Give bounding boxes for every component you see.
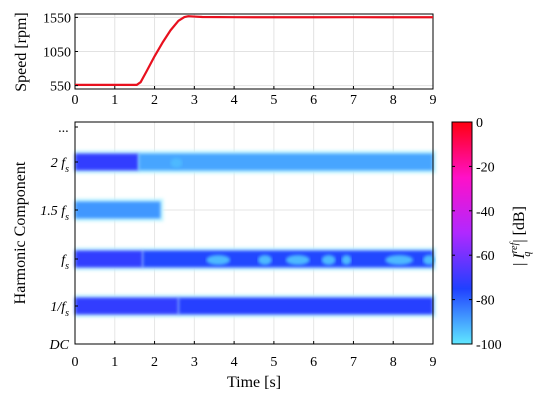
heatmap-y-tick-label: 2 fs xyxy=(51,156,69,175)
speed-gridlines xyxy=(75,14,433,89)
heatmap-band-segment xyxy=(178,297,433,315)
colorbar-ticks: 0 -20 -40 -60 -80 -100 xyxy=(452,116,502,353)
heatmap-patch xyxy=(257,255,272,265)
heatmap-band-segment xyxy=(138,153,433,171)
heatmap-patch xyxy=(321,255,336,265)
speed-x-ticks: 0 1 2 3 4 5 6 7 8 9 xyxy=(72,86,437,108)
speed-x-tick-label: 8 xyxy=(390,93,397,108)
speed-y-label: Speed [rpm] xyxy=(13,12,30,92)
speed-y-tick-label: 550 xyxy=(50,80,71,95)
colorbar-gradient xyxy=(452,122,472,344)
heatmap-patch xyxy=(423,255,435,265)
heatmap-x-label: Time [s] xyxy=(227,374,281,391)
heatmap-band-segment xyxy=(75,297,179,315)
colorbar-label-bar-right: | [dB] xyxy=(511,206,528,243)
heatmap-x-tick-label: 4 xyxy=(231,355,238,370)
heatmap-y-tick-label: ... xyxy=(59,121,70,136)
heatmap-band-segment xyxy=(75,250,143,268)
heatmap-x-tick-label: 2 xyxy=(151,355,158,370)
colorbar-tick-label: -80 xyxy=(476,294,495,309)
heatmap-bands xyxy=(75,150,436,318)
heatmap-x-ticks: 0 1 2 3 4 5 6 7 8 9 xyxy=(72,341,437,370)
heatmap-y-tick-label: 1.5 fs xyxy=(40,204,69,223)
speed-x-tick-label: 0 xyxy=(72,93,79,108)
heatmap-patch xyxy=(170,158,183,168)
heatmap-patch xyxy=(285,255,310,265)
speed-y-tick-label: 1050 xyxy=(43,46,71,61)
speed-x-tick-label: 6 xyxy=(310,93,317,108)
colorbar-tick-label: -20 xyxy=(476,160,495,175)
speed-x-tick-label: 1 xyxy=(111,93,118,108)
colorbar-label-sup: ref xyxy=(509,241,520,253)
heatmap-x-tick-label: 7 xyxy=(350,355,357,370)
heatmap-x-tick-label: 1 xyxy=(111,355,118,370)
speed-x-tick-label: 7 xyxy=(350,93,357,108)
speed-series-line xyxy=(75,15,433,87)
speed-chart: 0 1 2 3 4 5 6 7 8 9 550 1050 1550 Speed [rpm] xyxy=(13,11,437,108)
heatmap-x-tick-label: 3 xyxy=(191,355,198,370)
speed-x-tick-label: 4 xyxy=(231,93,238,108)
harmonic-heatmap: 0 1 2 3 4 5 6 7 8 9 DC 1/fs fs 1.5 fs 2 fs... Time [s… xyxy=(12,121,437,391)
colorbar-frame xyxy=(451,121,473,345)
heatmap-y-tick-label: 1/fs xyxy=(50,300,69,319)
heatmap-x-tick-label: 5 xyxy=(270,355,277,370)
heatmap-patch xyxy=(341,255,352,265)
heatmap-y-tick-label: fs xyxy=(61,253,69,272)
colorbar-label-sub: q xyxy=(522,252,533,257)
heatmap-x-tick-label: 6 xyxy=(310,355,317,370)
heatmap-patch xyxy=(206,255,231,265)
speed-y-ticks: 550 1050 1550 xyxy=(43,11,78,95)
heatmap-y-tick-label: DC xyxy=(49,338,70,353)
colorbar-tick-label: -60 xyxy=(476,249,495,264)
speed-x-tick-label: 9 xyxy=(430,93,437,108)
colorbar-label-bar-left: | xyxy=(511,259,528,266)
speed-x-tick-label: 2 xyxy=(151,93,158,108)
colorbar: 0 -20 -40 -60 -80 -100 | Irefq | [dB] xyxy=(451,116,533,353)
speed-y-tick-label: 1550 xyxy=(43,11,71,26)
heatmap-band-segment xyxy=(75,201,161,219)
heatmap-x-tick-label: 9 xyxy=(430,355,437,370)
colorbar-label-symbol: I xyxy=(511,253,528,260)
heatmap-y-label: Harmonic Component xyxy=(12,161,29,304)
speed-x-tick-label: 5 xyxy=(270,93,277,108)
speed-x-tick-label: 3 xyxy=(191,93,198,108)
colorbar-tick-label: -40 xyxy=(476,205,495,220)
colorbar-label: | Irefq | [dB] xyxy=(509,206,533,266)
colorbar-tick-label: -100 xyxy=(476,338,502,353)
speed-series-lines xyxy=(75,15,433,87)
heatmap-band-segment xyxy=(75,153,139,171)
heatmap-y-ticks: DC 1/fs fs 1.5 fs 2 fs... xyxy=(40,121,78,353)
heatmap-x-tick-label: 0 xyxy=(72,355,79,370)
heatmap-x-tick-label: 8 xyxy=(390,355,397,370)
colorbar-tick-label: 0 xyxy=(476,116,483,131)
heatmap-patch xyxy=(385,255,414,265)
heatmap-plot-frame xyxy=(74,121,434,345)
